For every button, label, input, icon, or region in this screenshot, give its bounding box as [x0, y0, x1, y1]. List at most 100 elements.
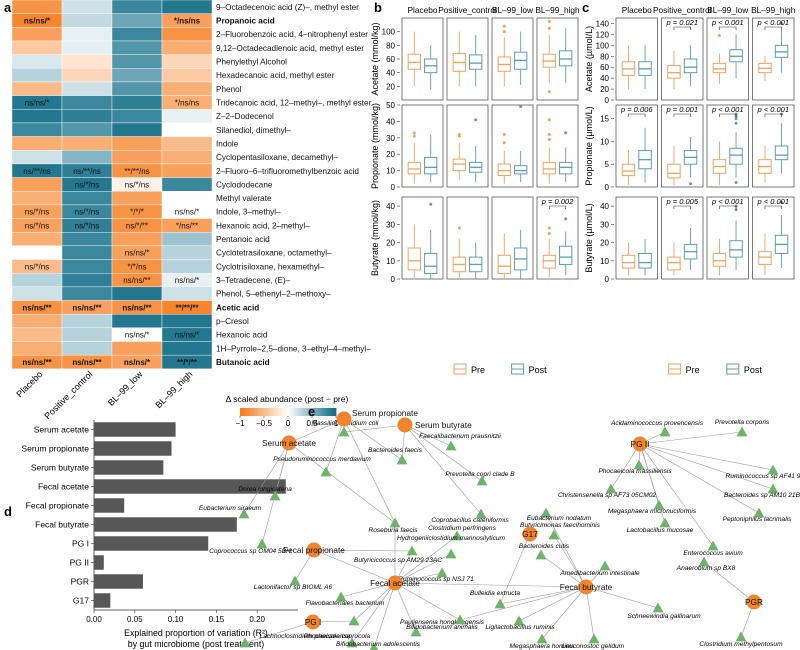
taxon-label: Acidaminococcus provencensis: [610, 420, 704, 427]
colorbar-segment: [326, 408, 330, 416]
box-body: [638, 252, 652, 269]
heatmap-cell: [161, 259, 213, 274]
y-tick-label: 50: [386, 101, 395, 110]
heatmap-cell: [11, 150, 63, 165]
p-value-bracket: [628, 113, 646, 117]
facet-frame: [615, 17, 658, 101]
heatmap-column-label: BL–99_low: [106, 369, 145, 408]
p-value-label: p < 0.001: [711, 18, 744, 27]
heatmap-cell: [61, 0, 113, 14]
box-body: [559, 245, 573, 265]
heatmap-cell: [111, 109, 163, 124]
taxon-node: [256, 538, 268, 549]
heatmap-cell: [111, 27, 163, 42]
taxon-node: [348, 615, 360, 626]
x-axis-label: Explained proportion of variation (R²): [124, 628, 268, 638]
bar: [94, 479, 286, 494]
heatmap-cell: [61, 27, 113, 42]
colorbar-segment: [256, 408, 260, 416]
facet-header-0: Placebo: [408, 5, 438, 15]
bar: [94, 498, 125, 513]
network-edge: [610, 443, 641, 490]
heatmap-cell: [11, 273, 63, 288]
y-tick-label: 5: [605, 160, 610, 169]
taxon-node: [767, 483, 779, 494]
heatmap-cell-label: ns/*/ns: [125, 180, 149, 189]
colorbar-segment: [316, 408, 320, 416]
taxon-label: Amedibacterium intestinale: [559, 570, 639, 577]
hub-node: [306, 542, 322, 558]
heatmap-row-label: Phenylethyl Alcohol: [216, 57, 287, 66]
facet-frame: [706, 104, 749, 188]
taxon-label: Roseburia faecis: [368, 527, 418, 534]
taxon-label: Flavobacteriales bacterium: [306, 600, 385, 607]
box-outlier: [734, 180, 738, 184]
taxon-label: Butyricicoccus sp AM29 23AC: [354, 557, 442, 564]
box-body: [729, 147, 743, 165]
taxon-node: [698, 556, 710, 567]
box-body: [469, 54, 483, 70]
colorbar-tick-label: 1: [334, 419, 339, 428]
box-outlier: [547, 90, 551, 94]
taxon-label: Bulleidia extructa: [470, 590, 521, 597]
heatmap-cell-label: ns/**/ns: [73, 167, 101, 176]
network-edge: [353, 582, 396, 622]
network-edge: [639, 443, 760, 514]
taxon-node: [548, 529, 560, 540]
heatmap-row-label: Pentanoic acid: [216, 235, 270, 244]
heatmap-cell-label: ns/*/ns: [75, 208, 99, 217]
heatmap-cell-label: ns/ns/**: [22, 303, 52, 312]
box-body: [621, 254, 636, 269]
taxon-node: [346, 637, 358, 648]
heatmap-cell: [11, 54, 63, 69]
heatmap-cell: [61, 122, 113, 137]
bar-category-label: Fecal propionate: [26, 501, 90, 511]
p-value-label: p = 0.006: [620, 105, 653, 114]
bar: [94, 422, 176, 437]
network-edge: [394, 582, 587, 588]
y-tick-label: 20: [386, 239, 395, 248]
box-body: [407, 161, 421, 175]
colorbar-segment: [249, 408, 253, 416]
bar: [94, 460, 164, 475]
box-outlier: [412, 134, 416, 138]
heatmap-cell-label: ns/ns/*: [125, 249, 149, 258]
heatmap-row-label: 9,12–Octadecadienoic acid, methyl ester: [216, 44, 364, 53]
network-edge: [639, 431, 743, 445]
heatmap-column-label: BL–99_high: [153, 369, 194, 410]
box-outlier: [547, 231, 551, 235]
taxon-node: [475, 508, 487, 519]
box-body: [407, 247, 421, 271]
colorbar-segment: [271, 408, 274, 416]
facet-header-2: BL–99_low: [492, 5, 534, 15]
box-outlier: [519, 105, 523, 109]
box-body: [559, 50, 573, 67]
heatmap-cell-label: ns/ns/*: [175, 276, 199, 285]
facet-header-2: BL–99_low: [707, 5, 749, 15]
hub-label: Serum butyrate: [415, 420, 472, 430]
taxon-node: [513, 615, 525, 626]
network-edge: [639, 443, 666, 524]
colorbar-segment: [285, 408, 289, 416]
heatmap-cell-label: */*/ns: [127, 262, 146, 271]
y-tick-label: 120: [596, 30, 610, 39]
bar: [94, 517, 237, 532]
taxon-label: Megasphaera hominis: [510, 643, 576, 650]
panel-a-heatmap: 9–Octadecenoic acid (Z)–, methyl ester ns…: [11, 0, 372, 428]
x-tick-label: 0.15: [209, 615, 225, 624]
colorbar-tick-label: 0: [286, 419, 291, 428]
heatmap-cell: [161, 81, 213, 96]
p-value-bracket: [719, 113, 737, 117]
box-body: [424, 156, 438, 175]
y-tick-label: 0: [391, 275, 396, 284]
box-body: [542, 254, 556, 269]
colorbar-segment: [280, 408, 284, 416]
facet-header-3: BL–99_high: [535, 5, 580, 15]
colorbar-segment: [254, 408, 258, 416]
y-tick-label: 40: [600, 74, 609, 83]
network-edge: [394, 553, 452, 584]
box-body: [542, 161, 556, 175]
p-value-bracket: [764, 26, 782, 30]
heatmap-row-label: Hexadecanoic acid, methyl ester: [216, 71, 335, 80]
y-tick-label: 20: [386, 82, 395, 91]
